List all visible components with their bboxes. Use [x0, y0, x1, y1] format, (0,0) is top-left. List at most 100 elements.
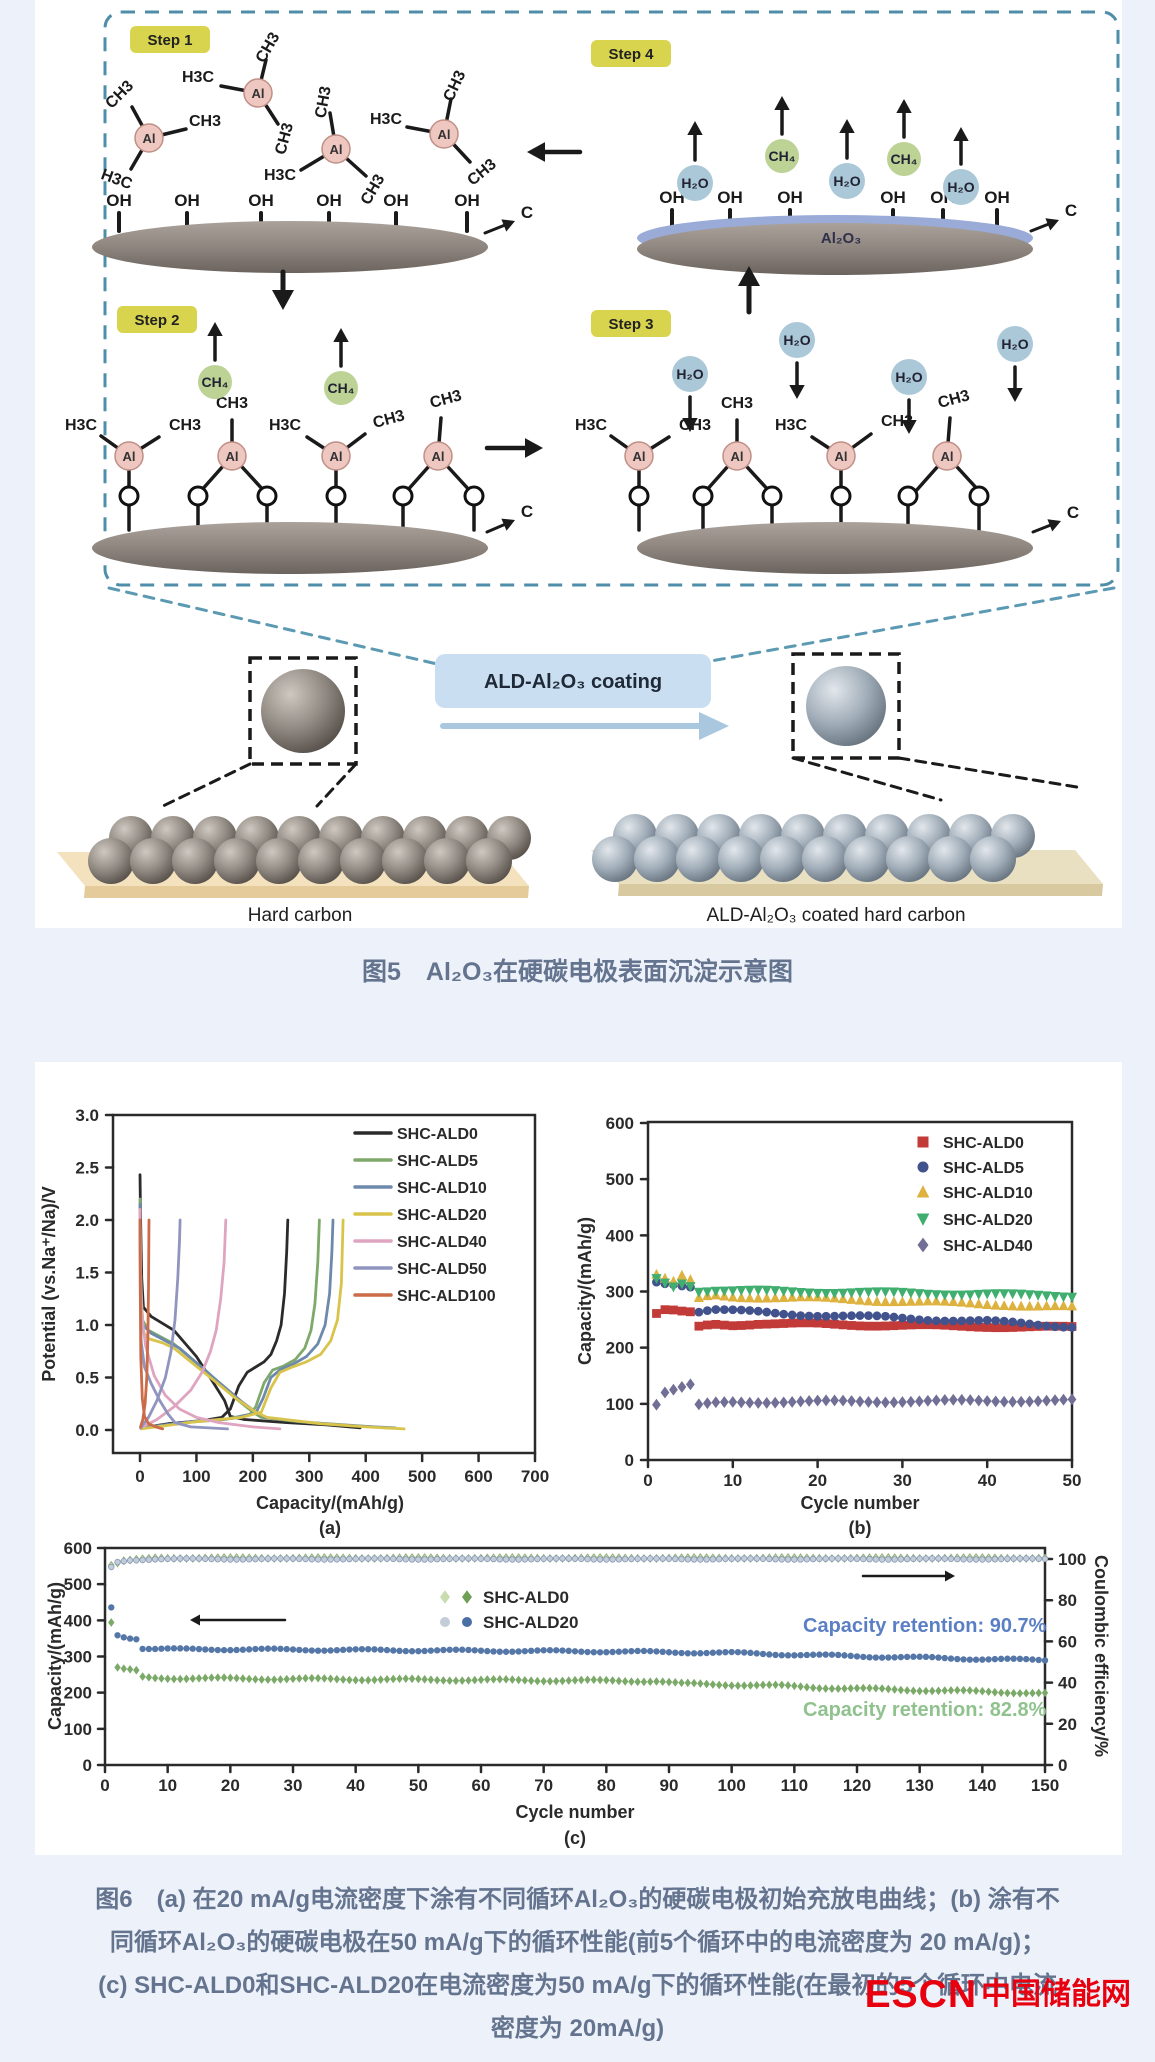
svg-text:OH: OH [454, 191, 480, 210]
svg-text:SHC-ALD20: SHC-ALD20 [397, 1207, 487, 1224]
svg-text:300: 300 [606, 1283, 634, 1302]
chart-b-series-SHC-ALD20 [651, 1274, 1078, 1303]
svg-text:Step 2: Step 2 [134, 312, 179, 329]
aluminium-atom [134, 123, 164, 153]
h2o-molecule [829, 163, 865, 199]
oxygen-ring [256, 485, 278, 507]
svg-text:400: 400 [352, 1467, 380, 1486]
svg-text:150: 150 [1031, 1776, 1059, 1795]
svg-text:H3C: H3C [65, 417, 97, 434]
ch4-molecule [324, 371, 358, 405]
svg-text:Al: Al [226, 449, 239, 464]
aluminium-atom [722, 441, 752, 471]
svg-text:OH: OH [174, 191, 200, 210]
svg-text:H₂O: H₂O [681, 175, 708, 191]
svg-text:500: 500 [408, 1467, 436, 1486]
svg-text:Step 1: Step 1 [147, 32, 192, 49]
svg-text:140: 140 [968, 1776, 996, 1795]
svg-text:100: 100 [64, 1720, 92, 1739]
svg-text:130: 130 [905, 1776, 933, 1795]
carbon-disc [92, 522, 488, 574]
svg-text:CH3: CH3 [253, 30, 284, 66]
step-badge [591, 310, 671, 337]
svg-text:Capacity/(mAh/g): Capacity/(mAh/g) [256, 1493, 404, 1513]
svg-text:CH3: CH3 [721, 395, 753, 412]
svg-text:Coulombic efficiency/%: Coulombic efficiency/% [1091, 1555, 1111, 1757]
svg-text:100: 100 [1058, 1550, 1086, 1569]
svg-text:70: 70 [534, 1776, 553, 1795]
svg-text:Al: Al [731, 449, 744, 464]
svg-text:OH: OH [880, 188, 906, 207]
svg-text:Al: Al [941, 449, 954, 464]
svg-text:H₂O: H₂O [783, 332, 810, 348]
svg-text:40: 40 [346, 1776, 365, 1795]
svg-text:CH3: CH3 [189, 113, 221, 130]
svg-text:H₂O: H₂O [833, 173, 860, 189]
svg-text:(c): (c) [564, 1828, 586, 1848]
h2o-molecule [891, 359, 927, 395]
svg-text:Cycle number: Cycle number [800, 1493, 919, 1513]
aluminium-atom [423, 441, 453, 471]
svg-text:H3C: H3C [370, 111, 402, 128]
svg-text:100: 100 [717, 1776, 745, 1795]
svg-text:Cycle number: Cycle number [515, 1802, 634, 1822]
oxygen-ring [463, 485, 485, 507]
svg-text:OH: OH [659, 188, 685, 207]
svg-text:H3C: H3C [264, 167, 296, 184]
svg-text:SHC-ALD0: SHC-ALD0 [397, 1126, 478, 1143]
carbon-disc [637, 223, 1033, 275]
svg-text:CH3: CH3 [936, 387, 971, 412]
svg-text:0: 0 [643, 1471, 652, 1490]
svg-text:0: 0 [83, 1756, 92, 1775]
carbon-disc [637, 522, 1033, 574]
svg-text:600: 600 [64, 1539, 92, 1558]
oxygen-ring [325, 485, 347, 507]
svg-text:CH3: CH3 [440, 68, 469, 104]
svg-text:OH: OH [717, 188, 743, 207]
svg-text:CH₄: CH₄ [328, 380, 355, 396]
svg-text:90: 90 [660, 1776, 679, 1795]
svg-text:C: C [1065, 201, 1077, 220]
hard-carbon-sphere-zoom [261, 669, 345, 753]
svg-text:Potential (vs.Na⁺/Na)/V: Potential (vs.Na⁺/Na)/V [39, 1186, 59, 1382]
figure5-caption: 图5 Al₂O₃在硬碳电极表面沉淀示意图 [361, 958, 794, 986]
svg-text:0: 0 [1058, 1756, 1067, 1775]
svg-text:CH₄: CH₄ [202, 374, 229, 390]
svg-text:H₂O: H₂O [895, 369, 922, 385]
svg-text:CH3: CH3 [428, 387, 463, 412]
svg-text:SHC-ALD20: SHC-ALD20 [943, 1212, 1033, 1229]
svg-text:Hard carbon: Hard carbon [248, 905, 353, 926]
chart-a: 0.0 0.5 1.0 1.5 2.0 2.5 3.0 0 100 200 300 400 500 600… [39, 1106, 549, 1538]
svg-text:0: 0 [100, 1776, 109, 1795]
svg-text:SHC-ALD40: SHC-ALD40 [943, 1238, 1033, 1255]
figure6-caption-line-1: 图6 (a) 在20 mA/g电流密度下涂有不同循环Al₂O₃的硬碳电极初始充放… [95, 1886, 1060, 1913]
svg-text:Al₂O₃: Al₂O₃ [821, 230, 861, 247]
svg-text:SHC-ALD100: SHC-ALD100 [397, 1288, 496, 1305]
svg-text:60: 60 [1058, 1632, 1077, 1651]
svg-text:SHC-ALD10: SHC-ALD10 [397, 1180, 487, 1197]
svg-text:20: 20 [808, 1471, 827, 1490]
svg-text:CH3: CH3 [216, 395, 248, 412]
svg-text:0.5: 0.5 [75, 1369, 99, 1388]
svg-text:3.0: 3.0 [75, 1106, 99, 1125]
svg-text:0.0: 0.0 [75, 1421, 99, 1440]
svg-text:2.5: 2.5 [75, 1159, 99, 1178]
svg-text:50: 50 [409, 1776, 428, 1795]
svg-text:SHC-ALD5: SHC-ALD5 [943, 1160, 1024, 1177]
svg-text:(a): (a) [319, 1518, 341, 1538]
svg-text:20: 20 [1058, 1715, 1077, 1734]
svg-text:SHC-ALD50: SHC-ALD50 [397, 1261, 487, 1278]
chart-c-series-SHC-ALD20-efficiency [108, 1555, 1049, 1571]
svg-text:200: 200 [606, 1339, 634, 1358]
figure6-caption-line-4: 密度为 20mA/g) [490, 2015, 665, 2042]
svg-text:OH: OH [248, 191, 274, 210]
svg-text:Al: Al [123, 449, 136, 464]
oxygen-ring [968, 485, 990, 507]
figure6-caption-line-3: (c) SHC-ALD0和SHC-ALD20在电流密度为50 mA/g下的循环性… [98, 1972, 1057, 1999]
ch4-molecule [765, 139, 799, 173]
svg-text:H3C: H3C [775, 417, 807, 434]
svg-text:Al: Al [330, 449, 343, 464]
svg-text:Al: Al [432, 449, 445, 464]
svg-text:OH: OH [316, 191, 342, 210]
